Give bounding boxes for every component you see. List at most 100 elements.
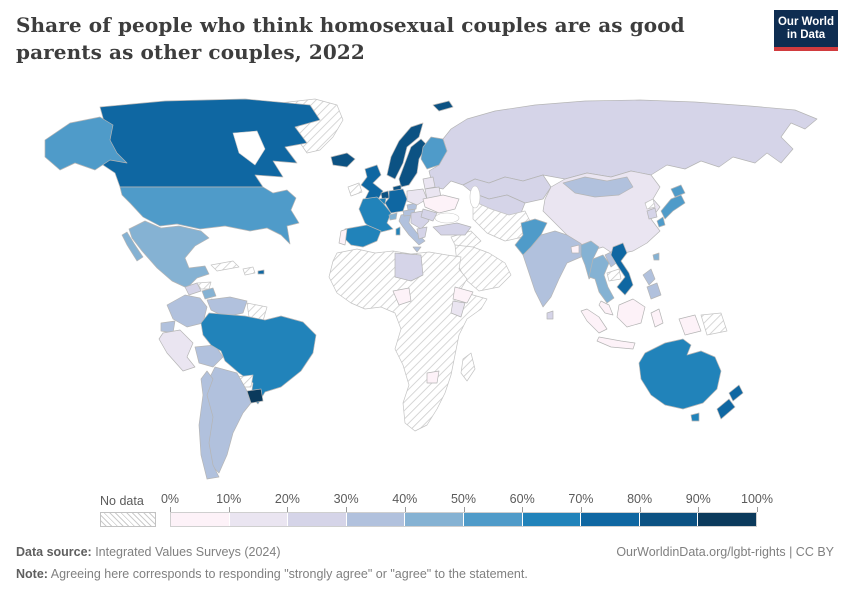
legend-tick-mark [580,507,582,512]
legend-tick-label: 20% [274,492,300,506]
legend-bin-90-100%[interactable] [698,513,756,526]
note-text: Agreeing here corresponds to responding … [47,567,528,581]
country-iceland[interactable] [330,152,356,168]
legend-bin-10-20%[interactable] [229,513,289,526]
country-romania[interactable] [420,208,438,222]
country-kenya[interactable] [450,300,466,318]
country-finland[interactable] [420,136,448,170]
country-ireland[interactable] [347,182,363,197]
legend-bin-50-60%[interactable] [463,513,523,526]
country-germany[interactable] [384,188,408,214]
country-new-zealand-south[interactable] [716,398,736,420]
owid-logo-line1: Our World [777,15,834,28]
country-peru[interactable] [158,329,196,372]
legend-bin-30-40%[interactable] [346,513,406,526]
country-cambodia[interactable] [606,268,622,282]
country-hispaniola[interactable] [242,266,256,276]
data-source-text: Integrated Values Surveys (2024) [91,545,281,559]
country-borneo[interactable] [616,298,646,328]
country-philippines-luzon[interactable] [642,268,656,286]
legend-bin-20-30%[interactable] [288,513,347,526]
country-norway[interactable] [386,122,424,180]
country-china[interactable] [542,170,661,256]
legend-bin-80-90%[interactable] [639,513,699,526]
country-italy-sicily[interactable] [412,246,422,253]
legend-tick-label: 40% [392,492,418,506]
legend-bin-60-70%[interactable] [522,513,582,526]
note-label: Note: [16,567,48,581]
legend-tick-label: 100% [741,492,773,506]
country-baltic-states[interactable] [422,176,436,190]
country-zimbabwe[interactable] [426,370,440,384]
country-corsica-sardinia[interactable] [395,226,401,236]
legend-bin-70-80%[interactable] [581,513,640,526]
country-australia[interactable] [638,338,722,410]
no-data-swatch[interactable] [100,512,156,527]
country-taiwan[interactable] [652,252,660,261]
country-alaska[interactable] [44,116,128,171]
country-new-zealand-north[interactable] [728,384,744,402]
legend-tick-mark [698,507,700,512]
country-north-korea[interactable] [644,198,656,210]
continent-africa[interactable] [328,248,488,432]
legend-tick-label: 70% [568,492,594,506]
country-mexico[interactable] [128,220,210,289]
country-switzerland[interactable] [388,212,398,221]
country-spain[interactable] [342,224,382,248]
country-nigeria[interactable] [392,287,412,306]
world-map-svg [44,98,818,480]
caspian-sea [469,185,481,209]
country-france[interactable] [358,196,394,234]
country-japan-kyushu[interactable] [656,216,666,228]
country-svalbard[interactable] [432,100,454,112]
country-united-kingdom[interactable] [360,164,384,204]
country-sri-lanka[interactable] [546,310,554,320]
legend-tick-mark [522,507,524,512]
country-malaysia[interactable] [598,300,614,316]
legend-tick-label: 0% [160,492,180,506]
owid-logo[interactable]: Our World in Data [774,10,838,51]
legend-color-bar[interactable] [170,512,757,527]
legend-tick-mark [639,507,641,512]
country-japan-honshu[interactable] [660,194,686,220]
country-colombia[interactable] [166,294,208,328]
country-portugal[interactable] [338,228,348,246]
legend-bar-zone: 0% 10% 20% 30% 40% 50% 60% 70% 80% 90% 100% [161,492,773,530]
legend-tick-mark [346,507,348,512]
country-indonesia-papua[interactable] [678,314,702,336]
country-ethiopia[interactable] [452,286,474,304]
country-tasmania[interactable] [690,412,700,422]
country-thailand[interactable] [588,254,615,304]
country-south-korea[interactable] [646,207,658,220]
country-uruguay[interactable] [246,388,264,404]
country-turkey[interactable] [432,222,472,236]
legend-bin-40-50%[interactable] [405,513,464,526]
country-vietnam[interactable] [610,242,634,296]
country-venezuela[interactable] [206,296,248,318]
country-mexico-baja[interactable] [121,231,144,262]
country-mongolia[interactable] [562,176,634,198]
country-greece[interactable] [416,226,428,240]
country-libya[interactable] [394,252,424,282]
country-cuba[interactable] [210,260,240,272]
country-madagascar[interactable] [460,352,476,382]
legend-tick-mark [287,507,289,512]
legend-bin-0-10%[interactable] [171,513,230,526]
country-indonesia-java[interactable] [596,336,636,350]
country-puerto-rico[interactable] [257,269,265,275]
country-bangladesh[interactable] [570,244,580,254]
country-guatemala[interactable] [184,282,202,296]
country-papua-new-guinea[interactable] [700,312,728,336]
country-philippines-mindanao[interactable] [646,282,662,300]
rights-link[interactable]: OurWorldinData.org/lgbt-rights | CC BY [616,545,834,559]
country-poland[interactable] [406,188,428,206]
country-usa[interactable] [119,186,300,245]
country-indonesia-sulawesi[interactable] [650,308,664,328]
country-japan[interactable] [670,184,686,198]
country-canada[interactable] [94,98,321,188]
country-ukraine[interactable] [422,194,460,214]
country-nicaragua[interactable] [201,287,217,300]
country-indonesia-sumatra[interactable] [580,308,608,334]
country-chile[interactable] [198,370,220,480]
